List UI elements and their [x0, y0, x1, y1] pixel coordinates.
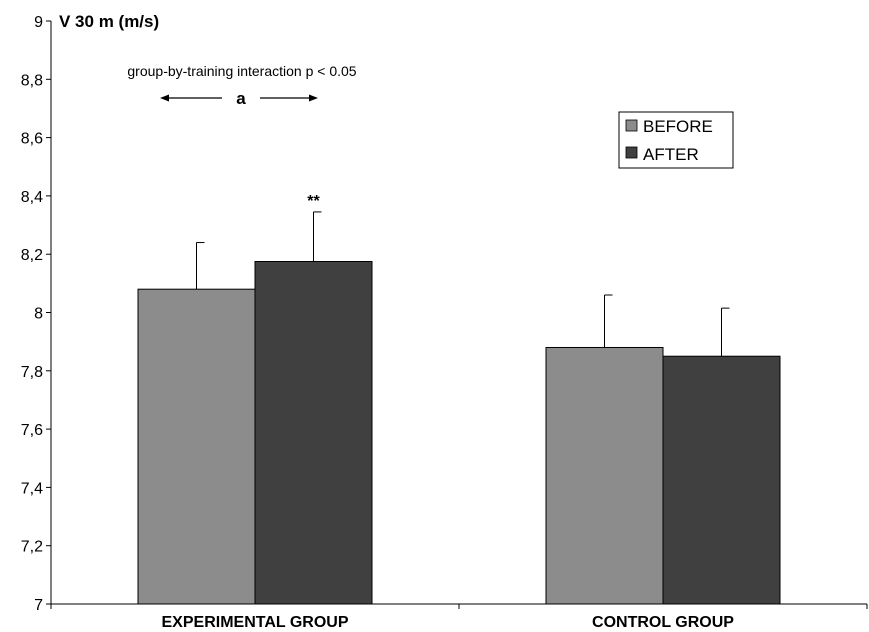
legend-label-before: BEFORE [643, 117, 713, 136]
y-tick-label: 8,6 [21, 131, 43, 148]
interaction-annotation: group-by-training interaction p < 0.05 [127, 63, 356, 79]
right-arrow [260, 94, 318, 102]
legend-swatch-before [625, 119, 638, 132]
y-tick-label: 7,8 [21, 364, 43, 381]
x-category-label: CONTROL GROUP [592, 614, 734, 631]
y-tick-label: 7 [34, 597, 43, 614]
interaction-letter: a [236, 89, 246, 108]
legend: BEFORE AFTER [618, 111, 734, 169]
bar-before [545, 346, 664, 605]
y-tick-label: 8 [34, 306, 43, 323]
x-axis: EXPERIMENTAL GROUP CONTROL GROUP [50, 603, 868, 631]
significance-marker: ** [307, 193, 320, 210]
y-tick-label: 8,4 [21, 189, 43, 206]
bars [137, 260, 781, 605]
error-bars [196, 211, 730, 357]
left-arrow [160, 94, 222, 102]
chart-title: V 30 m (m/s) [59, 12, 159, 31]
y-tick-label: 8,8 [21, 72, 43, 89]
y-tick-label: 7,6 [21, 422, 43, 439]
bar-before [137, 288, 256, 605]
y-tick-label: 7,2 [21, 539, 43, 556]
y-tick-label: 9 [34, 14, 43, 31]
bar-after [662, 355, 781, 605]
x-category-label: EXPERIMENTAL GROUP [162, 614, 349, 631]
legend-label-after: AFTER [643, 145, 699, 164]
y-axis: 7 7,2 7,4 7,6 7,8 8 8,2 8,4 8,6 8,8 9 [21, 14, 52, 614]
y-tick-label: 8,2 [21, 247, 43, 264]
legend-swatch-after [625, 146, 638, 159]
bar-after [254, 260, 373, 605]
y-tick-label: 7,4 [21, 480, 43, 497]
